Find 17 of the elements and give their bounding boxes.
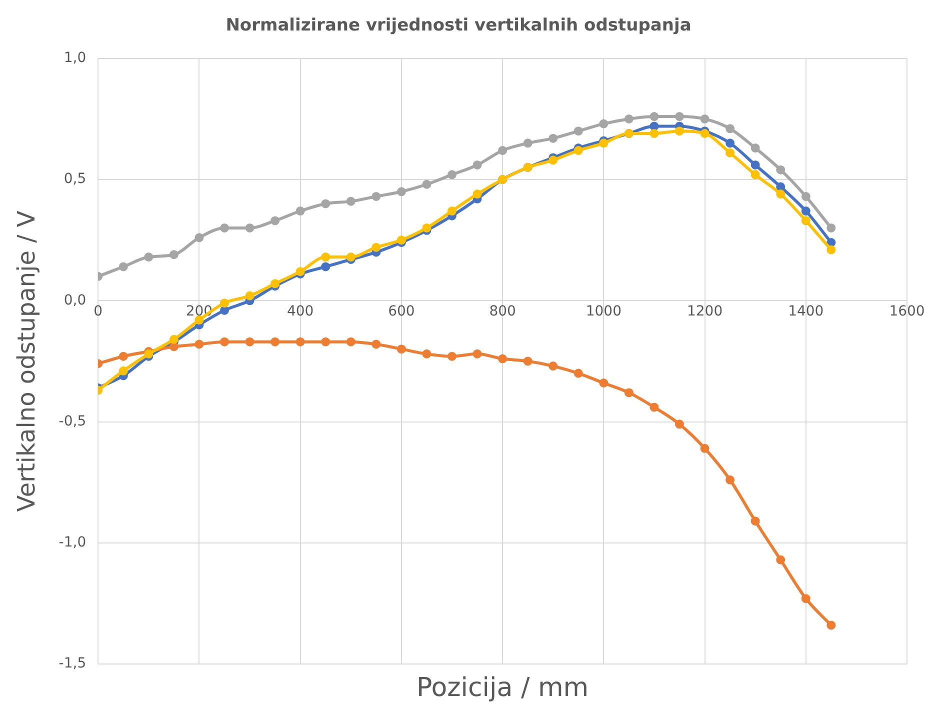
x-tick-label: 1400 [788,304,824,320]
y-tick-label: 0,0 [64,292,86,308]
x-tick-label: 800 [489,304,516,320]
x-axis-title: Pozicija / mm [416,672,589,703]
y-axis-title: Vertikalno odstupanje / V [12,210,41,512]
x-tick-label: 0 [94,304,103,320]
y-tick-label: 1,0 [64,50,86,66]
x-tick-label: 1200 [686,304,723,320]
x-tick-label: 400 [286,304,314,320]
x-tick-label: 1600 [889,304,925,320]
y-tick-label: -1,5 [58,656,86,672]
y-tick-label: -1,0 [58,534,86,551]
y-tick-label: -0,5 [58,413,86,430]
x-tick-label: 600 [388,304,415,320]
chart-title: Normalizirane vrijednosti vertikalnih odstupanja [226,16,692,36]
x-tick-label: 1000 [586,304,622,320]
y-tick-label: 0,5 [64,171,86,188]
